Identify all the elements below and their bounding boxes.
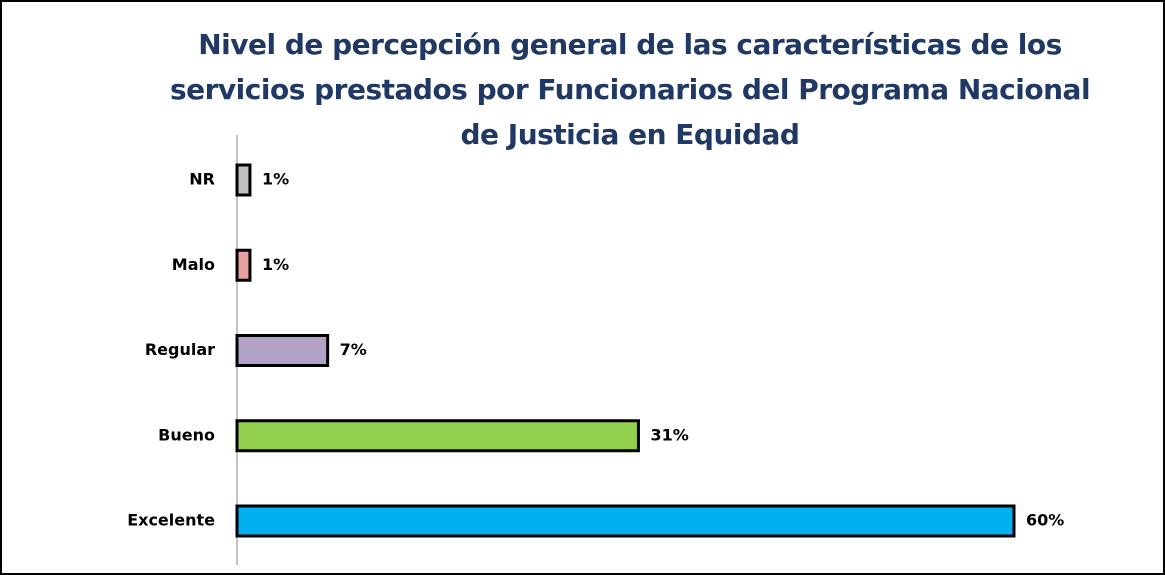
category-label: Malo xyxy=(172,255,215,274)
value-label: 1% xyxy=(262,255,289,274)
bar xyxy=(235,504,1016,538)
category-label: NR xyxy=(189,170,215,189)
value-label: 60% xyxy=(1026,511,1064,530)
category-label: Excelente xyxy=(127,511,215,530)
bar xyxy=(235,334,330,367)
value-label: 31% xyxy=(650,425,688,444)
category-label: Bueno xyxy=(158,425,215,444)
value-label: 7% xyxy=(340,340,367,359)
category-label: Regular xyxy=(145,340,215,359)
bar xyxy=(235,248,252,282)
bar xyxy=(235,419,640,453)
bar xyxy=(235,163,252,197)
value-label: 1% xyxy=(262,170,289,189)
chart-title: Nivel de percepción general de las carac… xyxy=(169,28,1091,151)
